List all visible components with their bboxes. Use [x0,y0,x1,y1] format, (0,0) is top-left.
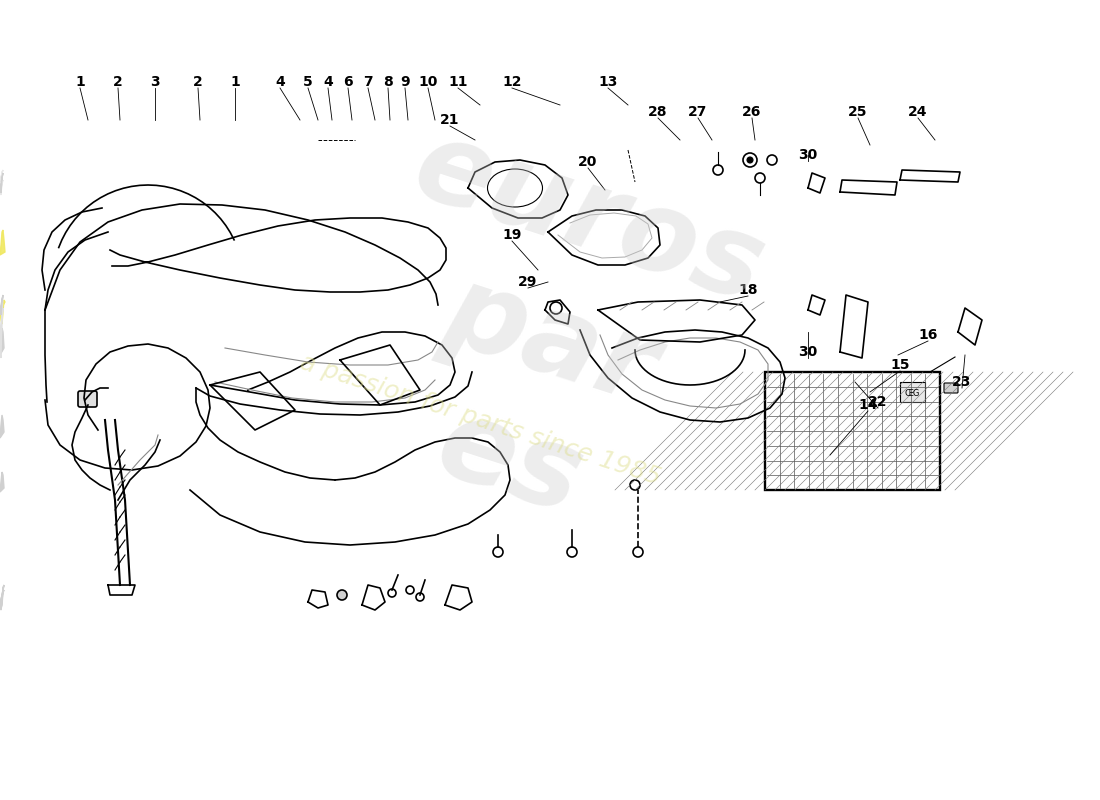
Circle shape [416,593,424,601]
Circle shape [550,302,562,314]
Text: 3: 3 [151,75,160,89]
Text: 29: 29 [518,275,538,289]
Text: 27: 27 [689,105,707,119]
Text: 13: 13 [598,75,618,89]
Polygon shape [0,590,4,608]
Text: 30: 30 [799,345,817,359]
Circle shape [713,165,723,175]
Circle shape [388,589,396,597]
Circle shape [630,480,640,490]
Polygon shape [0,585,4,610]
Text: 26: 26 [742,105,761,119]
Circle shape [406,586,414,594]
Text: 4: 4 [323,75,333,89]
Circle shape [632,547,644,557]
Text: 20: 20 [579,155,597,169]
Text: 12: 12 [503,75,521,89]
Text: 30: 30 [799,148,817,162]
Text: 16: 16 [918,328,937,342]
Text: 7: 7 [363,75,373,89]
Text: 9: 9 [400,75,410,89]
Text: 1: 1 [230,75,240,89]
Bar [900,382,925,402]
Text: a passion for parts since 1985: a passion for parts since 1985 [297,350,663,490]
Polygon shape [0,415,4,438]
Polygon shape [0,230,6,255]
Circle shape [493,547,503,557]
Text: 8: 8 [383,75,393,89]
Bar [764,372,940,490]
Polygon shape [0,472,4,492]
Polygon shape [0,300,6,324]
Text: 18: 18 [738,283,758,297]
Text: 14: 14 [858,398,878,412]
Text: 22: 22 [868,395,888,409]
Text: 28: 28 [648,105,668,119]
Polygon shape [0,173,3,193]
Text: 25: 25 [848,105,868,119]
Circle shape [742,153,757,167]
Polygon shape [0,585,4,610]
Polygon shape [0,180,3,195]
Circle shape [337,590,346,600]
Polygon shape [0,328,4,355]
FancyBboxPatch shape [78,391,97,407]
Polygon shape [0,308,3,345]
Polygon shape [0,295,3,315]
Text: 24: 24 [909,105,927,119]
Polygon shape [0,170,3,182]
Circle shape [747,157,754,163]
Text: 19: 19 [503,228,521,242]
Text: ŒG: ŒG [904,390,920,398]
Text: 5: 5 [304,75,312,89]
FancyBboxPatch shape [944,383,958,393]
Text: 4: 4 [275,75,285,89]
Text: 2: 2 [113,75,123,89]
Text: 23: 23 [953,375,971,389]
Text: 10: 10 [418,75,438,89]
Circle shape [767,155,777,165]
Circle shape [755,173,764,183]
Text: euros
par
es: euros par es [321,110,779,570]
Text: 1: 1 [75,75,85,89]
Text: 15: 15 [890,358,910,372]
Circle shape [566,547,578,557]
Text: 21: 21 [440,113,460,127]
Polygon shape [0,295,3,358]
Text: 11: 11 [449,75,468,89]
Text: 6: 6 [343,75,353,89]
Text: 2: 2 [194,75,202,89]
